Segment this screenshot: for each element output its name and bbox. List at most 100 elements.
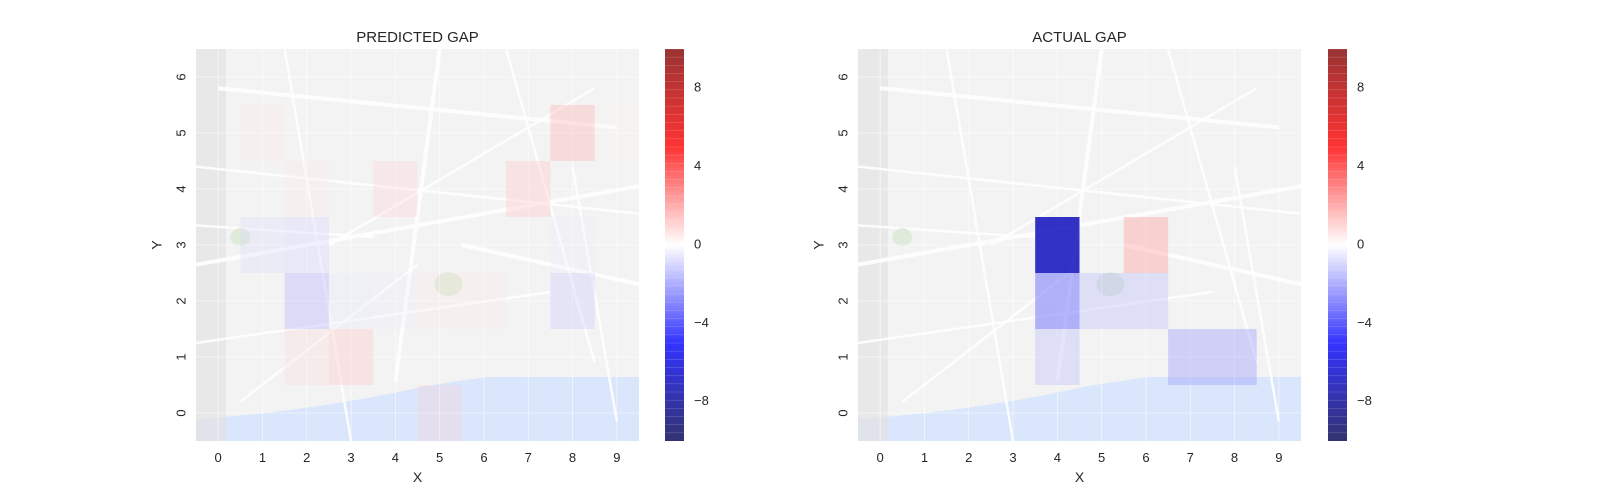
map-road — [571, 166, 619, 422]
heatmap-cell — [1079, 273, 1124, 329]
heatmap-cell — [461, 273, 507, 329]
heatmap-cell — [240, 217, 285, 273]
x-axis-label: X — [1075, 469, 1085, 485]
heatmap-cell — [417, 385, 462, 441]
map-park — [434, 272, 463, 297]
x-tick-label: 6 — [1142, 450, 1149, 465]
x-tick-label: 5 — [1098, 450, 1105, 465]
map-park — [892, 228, 913, 247]
x-tick-label: 0 — [877, 450, 884, 465]
heatmap-cell — [284, 217, 329, 273]
x-tick-label: 1 — [259, 450, 266, 465]
y-tick-label: 5 — [835, 129, 850, 136]
map-road — [858, 165, 1301, 215]
heatmap-cell — [284, 329, 329, 385]
colorbar-tick-label: −4 — [1357, 315, 1372, 330]
heatmap-cell — [506, 161, 551, 217]
map-road — [461, 243, 639, 287]
y-tick-label: 4 — [173, 185, 188, 192]
y-tick-label: 5 — [173, 129, 188, 136]
heatmap-cell — [1035, 329, 1080, 385]
colorbar-tick-label: 8 — [1357, 80, 1364, 95]
heatmap-cell — [1035, 217, 1080, 273]
y-tick-label: 3 — [173, 241, 188, 248]
heatmap-cell — [373, 273, 418, 329]
map-road — [1123, 243, 1301, 287]
colorbar-tick-label: 4 — [1357, 158, 1364, 173]
heatmap-cell — [417, 273, 462, 329]
map-road — [196, 165, 639, 215]
heatmap-cell — [328, 273, 374, 329]
map-park — [1096, 272, 1125, 297]
colorbar-gradient — [665, 49, 684, 441]
y-tick-label: 3 — [835, 241, 850, 248]
colorbar-tick-label: 8 — [694, 80, 701, 95]
heatmap-cell — [373, 161, 418, 217]
x-tick-label: 3 — [347, 450, 354, 465]
map-road — [858, 290, 1213, 345]
map-park — [230, 228, 251, 247]
map-road — [328, 87, 596, 247]
x-tick-label: 4 — [392, 450, 399, 465]
x-tick-label: 9 — [613, 450, 620, 465]
colorbar-tick-label: −8 — [694, 393, 709, 408]
map-road — [196, 290, 551, 345]
colorbar-tick-label: 0 — [1357, 236, 1364, 251]
colorbar-tick-label: −4 — [694, 315, 709, 330]
colorbar-tick-label: 0 — [694, 236, 701, 251]
x-axis-label: X — [413, 469, 423, 485]
x-tick-label: 2 — [965, 450, 972, 465]
heatmap-cell — [1212, 329, 1257, 385]
y-tick-label: 0 — [835, 409, 850, 416]
map-road — [217, 86, 618, 130]
x-tick-label: 2 — [303, 450, 310, 465]
map-road — [1233, 166, 1281, 422]
map-road — [1055, 49, 1104, 383]
heatmap-cell — [1123, 217, 1169, 273]
x-tick-label: 9 — [1275, 450, 1282, 465]
map-road — [196, 224, 374, 239]
x-tick-label: 0 — [215, 450, 222, 465]
y-axis-label: Y — [149, 240, 165, 250]
heatmap-cell — [550, 273, 595, 329]
heatmap-cell — [550, 105, 595, 161]
x-tick-label: 5 — [436, 450, 443, 465]
x-tick-label: 7 — [1187, 450, 1194, 465]
colorbar: −8 −4 0 4 8 — [1328, 48, 1372, 441]
heatmap-cell — [594, 105, 639, 161]
heatmap-cell — [328, 329, 374, 385]
chart-title: PREDICTED GAP — [356, 29, 479, 46]
chart-panel-1: PREDICTED GAP 0 1 2 3 4 5 6 7 8 9 0 1 2 3 4 5 6 X Y −8 −4 0 4 8 — [149, 29, 709, 485]
y-tick-label: 6 — [173, 73, 188, 80]
heatmap-cell — [240, 105, 285, 161]
heatmap-cell — [1035, 273, 1080, 329]
y-tick-label: 4 — [835, 185, 850, 192]
x-tick-label: 8 — [1231, 450, 1238, 465]
heatmap-cell — [284, 273, 329, 329]
x-tick-label: 8 — [569, 450, 576, 465]
y-tick-label: 1 — [835, 353, 850, 360]
y-tick-label: 1 — [173, 353, 188, 360]
map-road — [901, 263, 1081, 403]
chart-title: ACTUAL GAP — [1032, 29, 1126, 46]
colorbar-tick-label: −8 — [1357, 393, 1372, 408]
y-axis-label: Y — [811, 240, 827, 250]
map-road — [879, 86, 1280, 130]
y-tick-label: 6 — [835, 73, 850, 80]
map-road — [1166, 49, 1258, 363]
x-tick-label: 3 — [1009, 450, 1016, 465]
x-tick-label: 1 — [921, 450, 928, 465]
heatmap-cell — [284, 161, 329, 217]
map-road — [239, 263, 419, 403]
x-tick-label: 4 — [1054, 450, 1061, 465]
chart-panel-2: ACTUAL GAP 0 1 2 3 4 5 6 7 8 9 0 1 2 3 4 5 6 X Y −8 −4 0 4 8 — [811, 29, 1372, 485]
x-tick-label: 6 — [480, 450, 487, 465]
x-tick-label: 7 — [525, 450, 532, 465]
map-road — [858, 224, 1036, 239]
y-tick-label: 0 — [173, 409, 188, 416]
map-road — [393, 49, 442, 383]
y-tick-label: 2 — [835, 297, 850, 304]
colorbar-tick-label: 4 — [694, 158, 701, 173]
